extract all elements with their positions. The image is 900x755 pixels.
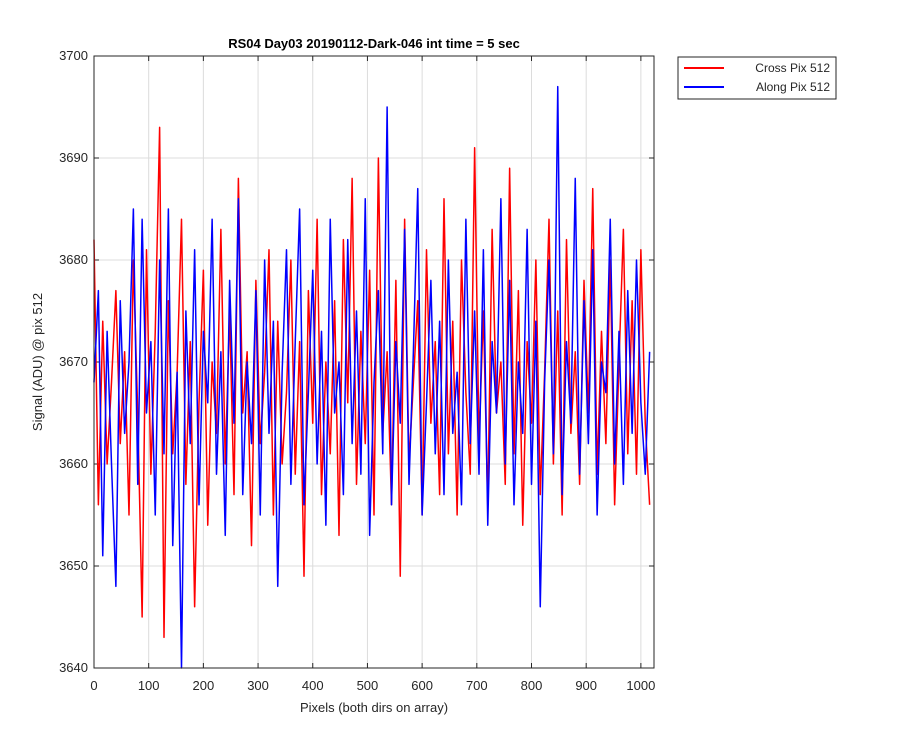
- series-line: [93, 126, 651, 639]
- series-line: [93, 85, 651, 669]
- x-tick-label: 600: [411, 678, 433, 693]
- y-tick-label: 3690: [59, 150, 88, 165]
- x-tick-label: 100: [138, 678, 160, 693]
- x-tick-label: 400: [302, 678, 324, 693]
- legend-box: [677, 56, 837, 100]
- y-tick-label: 3670: [59, 354, 88, 369]
- x-tick-label: 300: [247, 678, 269, 693]
- y-axis-label: Signal (ADU) @ pix 512: [30, 293, 45, 431]
- x-tick-label: 700: [466, 678, 488, 693]
- x-tick-label: 200: [193, 678, 215, 693]
- x-tick-label: 800: [521, 678, 543, 693]
- legend-label: Along Pix 512: [756, 80, 830, 94]
- x-tick-label: 0: [90, 678, 97, 693]
- y-tick-label: 3660: [59, 456, 88, 471]
- legend-label: Cross Pix 512: [755, 61, 830, 75]
- x-tick-label: 1000: [626, 678, 655, 693]
- y-tick-label: 3680: [59, 252, 88, 267]
- x-tick-label: 500: [357, 678, 379, 693]
- y-tick-label: 3700: [59, 48, 88, 63]
- chart-title: RS04 Day03 20190112-Dark-046 int time = …: [228, 36, 520, 51]
- y-tick-label: 3650: [59, 558, 88, 573]
- x-tick-label: 900: [575, 678, 597, 693]
- y-tick-label: 3640: [59, 660, 88, 675]
- axes-box: [93, 55, 655, 669]
- x-axis-label: Pixels (both dirs on array): [300, 700, 448, 715]
